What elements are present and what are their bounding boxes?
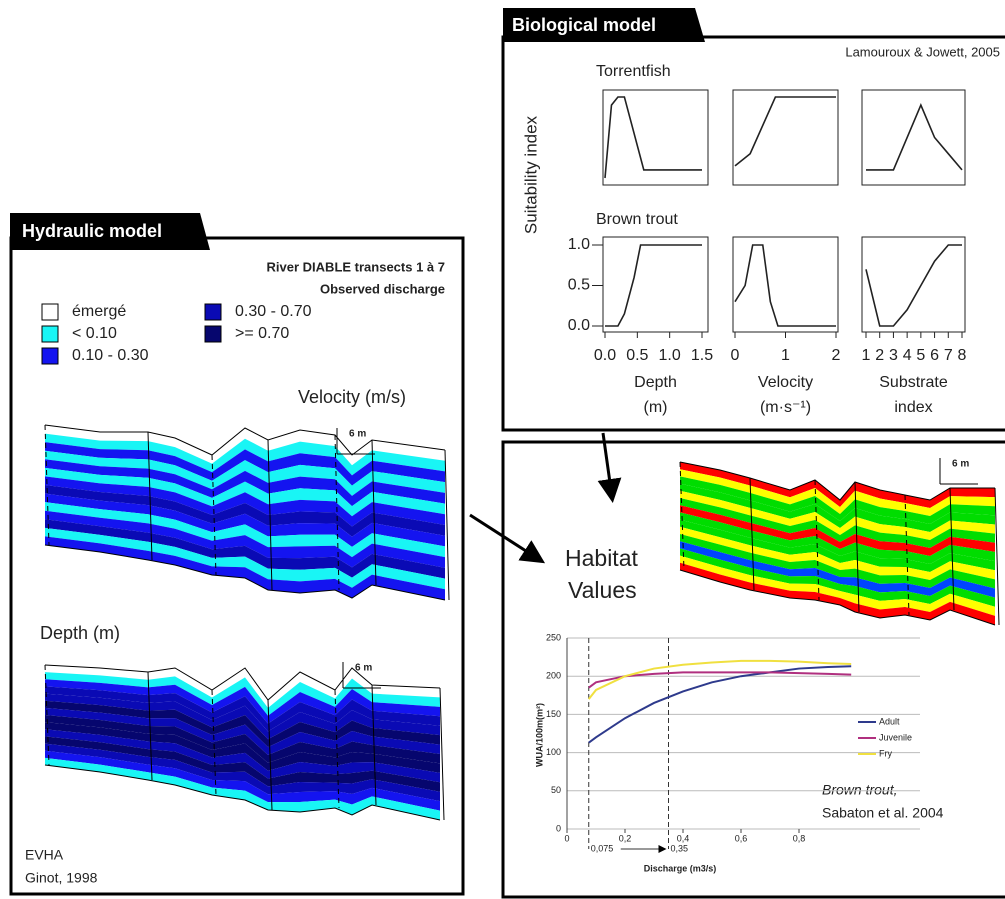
- depth-label: Depth (m): [40, 623, 120, 643]
- legend-swatch: [205, 326, 221, 342]
- x-tick-label: 6: [930, 347, 939, 364]
- x-axis-label: Velocity: [758, 374, 813, 391]
- x-tick-label: 0.5: [626, 347, 648, 364]
- y-tick-label: 0.5: [568, 277, 590, 294]
- x-tick-label: 5: [916, 347, 925, 364]
- transect: [995, 488, 999, 625]
- suitability-curve: [605, 97, 702, 178]
- hydraulic-title: Hydraulic model: [22, 221, 162, 241]
- y-tick-label: 100: [546, 747, 561, 757]
- scale-label: 6 m: [349, 429, 366, 440]
- y-tick-label: 250: [546, 632, 561, 642]
- legend-swatch: [205, 304, 221, 320]
- x-tick-label: 7: [944, 347, 953, 364]
- legend-label: Fry: [879, 748, 892, 758]
- source-line: EVHA: [25, 847, 64, 863]
- marker-label: 0,35: [671, 843, 689, 853]
- legend-label: 0.30 - 0.70: [235, 303, 312, 320]
- habitat-title: Values: [568, 577, 637, 603]
- suitability-box: [733, 90, 838, 185]
- y-tick-label: 200: [546, 671, 561, 681]
- transect: [440, 688, 444, 820]
- x-tick-label: 4: [903, 347, 912, 364]
- arrow: [470, 515, 540, 560]
- x-tick-label: 1.5: [691, 347, 713, 364]
- legend-swatch: [42, 304, 58, 320]
- river-title: River DIABLE transects 1 à 7: [267, 259, 445, 274]
- x-tick-label: 1: [781, 347, 790, 364]
- transect: [445, 450, 449, 600]
- suitability-curve: [866, 245, 962, 326]
- x-tick-label: 0,4: [677, 833, 690, 843]
- x-axis-label: (m): [644, 399, 668, 416]
- species-label: Torrentfish: [596, 63, 671, 80]
- x-tick-label: 0: [731, 347, 740, 364]
- x-tick-label: 2: [875, 347, 884, 364]
- x-axis-label: Discharge (m3/s): [644, 863, 717, 873]
- legend-label: Adult: [879, 716, 900, 726]
- caption-source: Sabaton et al. 2004: [822, 805, 944, 821]
- habitat-title: Habitat: [565, 545, 638, 571]
- x-axis-label: Substrate: [879, 374, 948, 391]
- x-tick-label: 1: [862, 347, 871, 364]
- x-tick-label: 0.0: [594, 347, 616, 364]
- citation: Lamouroux & Jowett, 2005: [845, 44, 1000, 59]
- scale-label: 6 m: [355, 663, 372, 674]
- x-tick-label: 8: [958, 347, 967, 364]
- suitability-curve: [735, 97, 836, 166]
- legend-label: < 0.10: [72, 325, 117, 342]
- suitability-box: [603, 90, 708, 185]
- x-tick-label: 0,8: [793, 833, 806, 843]
- y-axis-label: WUA/100m(m²): [534, 703, 544, 767]
- x-tick-label: 0,6: [735, 833, 748, 843]
- legend-label: >= 0.70: [235, 325, 289, 342]
- y-tick-label: 0: [556, 823, 561, 833]
- legend-label: Juvenile: [879, 732, 912, 742]
- caption-species: Brown trout,: [822, 782, 897, 798]
- x-tick-label: 1.0: [659, 347, 681, 364]
- discharge-label: Observed discharge: [320, 281, 445, 296]
- y-tick-label: 150: [546, 709, 561, 719]
- scale-label: 6 m: [952, 459, 969, 470]
- suitability-box: [603, 237, 708, 332]
- x-tick-label: 0: [564, 833, 569, 843]
- wua-line: [589, 666, 851, 742]
- y-axis-label: Suitability index: [521, 115, 540, 234]
- legend-label: 0.10 - 0.30: [72, 347, 149, 364]
- x-axis-label: Depth: [634, 374, 677, 391]
- source-line: Ginot, 1998: [25, 870, 98, 886]
- legend-label: émergé: [72, 303, 126, 320]
- biological-title: Biological model: [512, 15, 656, 35]
- x-tick-label: 3: [889, 347, 898, 364]
- x-axis-label: index: [894, 399, 932, 416]
- legend-swatch: [42, 326, 58, 342]
- y-tick-label: 50: [551, 785, 561, 795]
- species-label: Brown trout: [596, 211, 678, 228]
- x-tick-label: 0,2: [619, 833, 632, 843]
- suitability-box: [733, 237, 838, 332]
- suitability-curve: [605, 245, 702, 326]
- suitability-box: [862, 90, 965, 185]
- y-tick-label: 1.0: [568, 236, 590, 253]
- y-tick-label: 0.0: [568, 317, 590, 334]
- figure: Hydraulic model River DIABLE transects 1…: [0, 0, 1005, 899]
- marker-label: 0,075: [591, 843, 614, 853]
- suitability-curve: [866, 105, 962, 170]
- legend-swatch: [42, 348, 58, 364]
- suitability-curve: [735, 245, 836, 326]
- velocity-label: Velocity (m/s): [298, 387, 406, 407]
- x-axis-label: (m·s⁻¹): [760, 399, 811, 416]
- x-tick-label: 2: [832, 347, 841, 364]
- biological-panel: [503, 37, 1005, 430]
